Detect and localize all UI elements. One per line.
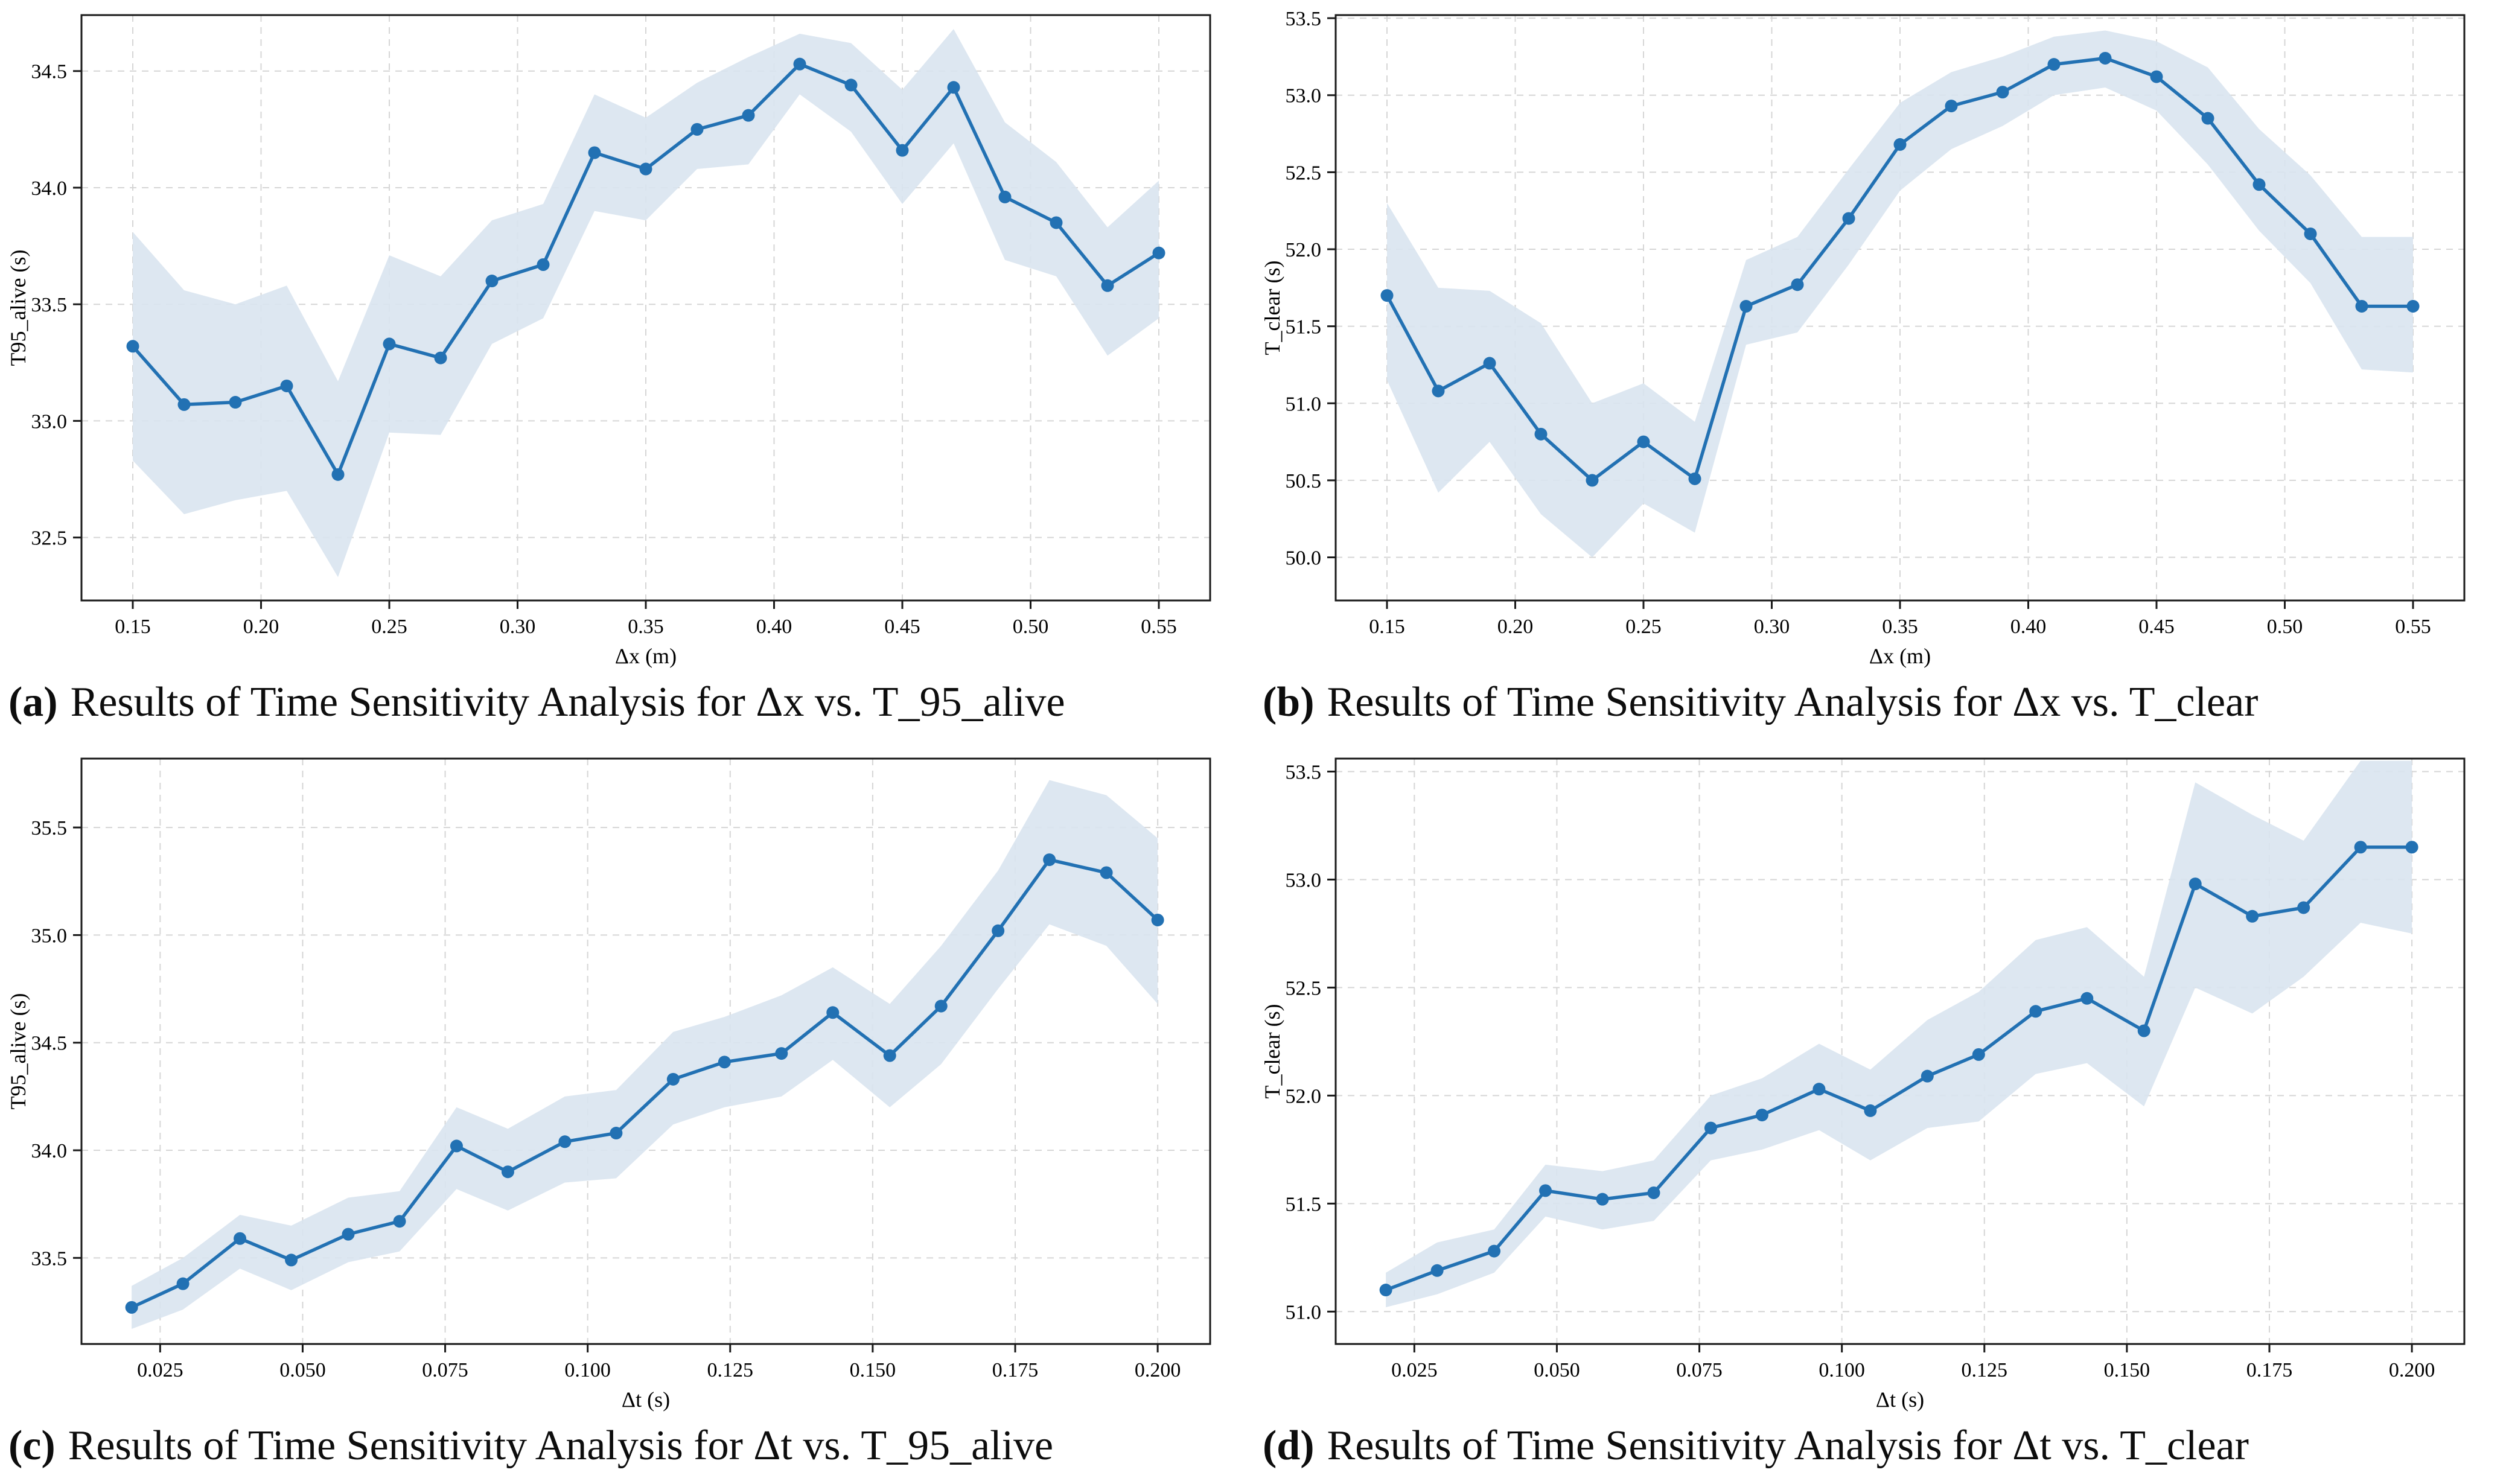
svg-text:0.20: 0.20: [1497, 616, 1534, 638]
svg-text:0.30: 0.30: [500, 616, 536, 638]
svg-text:33.5: 33.5: [31, 1247, 68, 1270]
svg-text:0.050: 0.050: [1534, 1359, 1580, 1381]
svg-text:51.5: 51.5: [1286, 316, 1322, 339]
svg-text:0.200: 0.200: [2389, 1359, 2435, 1381]
svg-text:0.150: 0.150: [850, 1359, 896, 1381]
svg-text:0.45: 0.45: [2138, 616, 2175, 638]
svg-text:53.5: 53.5: [1286, 761, 1322, 783]
svg-text:0.30: 0.30: [1754, 616, 1790, 638]
subfigure-c-caption-text: Results of Time Sensitivity Analysis for…: [68, 1422, 1054, 1469]
svg-text:34.5: 34.5: [31, 61, 68, 83]
svg-text:0.25: 0.25: [371, 616, 407, 638]
subfigure-d: 0.025 0.050 0.075 0.100 0.125 0.150 0.175 0.200…: [1254, 744, 2509, 1484]
svg-text:Δx (m): Δx (m): [615, 644, 677, 668]
svg-text:0.100: 0.100: [1819, 1359, 1865, 1381]
svg-text:0.075: 0.075: [1676, 1359, 1723, 1381]
svg-text:34.0: 34.0: [31, 1140, 68, 1162]
svg-text:0.40: 0.40: [2010, 616, 2047, 638]
svg-text:50.5: 50.5: [1286, 470, 1322, 492]
svg-text:0.55: 0.55: [1141, 616, 1177, 638]
svg-text:51.0: 51.0: [1286, 393, 1322, 415]
subfigure-d-caption-text: Results of Time Sensitivity Analysis for…: [1327, 1422, 2249, 1469]
svg-text:0.025: 0.025: [137, 1359, 183, 1381]
svg-text:0.025: 0.025: [1391, 1359, 1438, 1381]
svg-text:0.40: 0.40: [756, 616, 792, 638]
svg-text:Δx (m): Δx (m): [1869, 644, 1931, 668]
svg-text:0.15: 0.15: [1369, 616, 1405, 638]
svg-text:53.5: 53.5: [1286, 8, 1322, 30]
svg-text:0.15: 0.15: [115, 616, 151, 638]
svg-text:0.075: 0.075: [422, 1359, 468, 1381]
svg-text:35.5: 35.5: [31, 817, 68, 839]
svg-text:52.5: 52.5: [1286, 977, 1322, 999]
chart-d-canvas: 0.025 0.050 0.075 0.100 0.125 0.150 0.175 0.200…: [1254, 744, 2508, 1413]
svg-text:0.35: 0.35: [628, 616, 664, 638]
subfigure-b-caption-text: Results of Time Sensitivity Analysis for…: [1327, 679, 2259, 725]
svg-text:33.5: 33.5: [31, 294, 68, 316]
svg-text:50.0: 50.0: [1286, 547, 1322, 570]
svg-text:33.0: 33.0: [31, 410, 68, 433]
svg-text:51.0: 51.0: [1286, 1301, 1322, 1323]
svg-text:53.0: 53.0: [1286, 85, 1322, 107]
svg-text:34.5: 34.5: [31, 1033, 68, 1055]
svg-text:0.125: 0.125: [707, 1359, 754, 1381]
subfigure-d-caption: (d) Results of Time Sensitivity Analysis …: [1254, 1422, 2509, 1471]
subfigure-b-label: (b): [1263, 679, 1315, 725]
subfigure-a: 0.15 0.20 0.25 0.30 0.35 0.40 0.45 0.50 0.55 32.5…: [0, 0, 1254, 744]
svg-text:0.35: 0.35: [1882, 616, 1918, 638]
subfigure-d-label: (d): [1263, 1422, 1315, 1469]
svg-text:51.5: 51.5: [1286, 1193, 1322, 1215]
svg-text:0.45: 0.45: [884, 616, 920, 638]
subfigure-c: 0.025 0.050 0.075 0.100 0.125 0.150 0.175 0.200…: [0, 744, 1254, 1484]
svg-text:0.100: 0.100: [564, 1359, 611, 1381]
svg-text:52.5: 52.5: [1286, 162, 1322, 184]
svg-text:0.50: 0.50: [2267, 616, 2303, 638]
svg-text:0.50: 0.50: [1013, 616, 1049, 638]
svg-text:T_clear (s): T_clear (s): [1260, 261, 1284, 355]
subfigure-b: 0.15 0.20 0.25 0.30 0.35 0.40 0.45 0.50 0.55 50.0…: [1254, 0, 2509, 744]
subfigure-c-label: (c): [8, 1422, 56, 1469]
subfigure-c-caption: (c) Results of Time Sensitivity Analysis …: [0, 1422, 1254, 1471]
svg-text:0.150: 0.150: [2104, 1359, 2150, 1381]
svg-text:Δt (s): Δt (s): [1876, 1387, 1924, 1412]
svg-text:34.0: 34.0: [31, 177, 68, 200]
subfigure-a-caption: (a) Results of Time Sensitivity Analysis …: [0, 678, 1254, 727]
svg-text:0.200: 0.200: [1135, 1359, 1181, 1381]
subfigure-a-caption-text: Results of Time Sensitivity Analysis for…: [70, 679, 1065, 725]
svg-text:0.25: 0.25: [1625, 616, 1662, 638]
svg-text:0.050: 0.050: [279, 1359, 326, 1381]
svg-text:53.0: 53.0: [1286, 869, 1322, 891]
svg-text:Δt (s): Δt (s): [622, 1387, 670, 1412]
svg-text:T95_alive (s): T95_alive (s): [6, 250, 30, 366]
svg-text:35.0: 35.0: [31, 925, 68, 947]
subfigure-a-label: (a): [8, 679, 58, 725]
svg-text:0.175: 0.175: [992, 1359, 1039, 1381]
subfigure-b-caption: (b) Results of Time Sensitivity Analysis …: [1254, 678, 2509, 727]
chart-c-canvas: 0.025 0.050 0.075 0.100 0.125 0.150 0.175 0.200…: [0, 744, 1254, 1413]
chart-a-canvas: 0.15 0.20 0.25 0.30 0.35 0.40 0.45 0.50 0.55 32.5…: [0, 0, 1254, 670]
chart-b-canvas: 0.15 0.20 0.25 0.30 0.35 0.40 0.45 0.50 0.55 50.0…: [1254, 0, 2508, 670]
svg-text:52.0: 52.0: [1286, 239, 1322, 261]
svg-text:32.5: 32.5: [31, 527, 68, 550]
svg-text:0.55: 0.55: [2395, 616, 2431, 638]
svg-text:0.175: 0.175: [2246, 1359, 2293, 1381]
svg-text:0.20: 0.20: [243, 616, 279, 638]
svg-text:T_clear (s): T_clear (s): [1260, 1004, 1284, 1099]
svg-text:T95_alive (s): T95_alive (s): [6, 993, 30, 1110]
svg-text:0.125: 0.125: [1962, 1359, 2008, 1381]
svg-text:52.0: 52.0: [1286, 1085, 1322, 1107]
